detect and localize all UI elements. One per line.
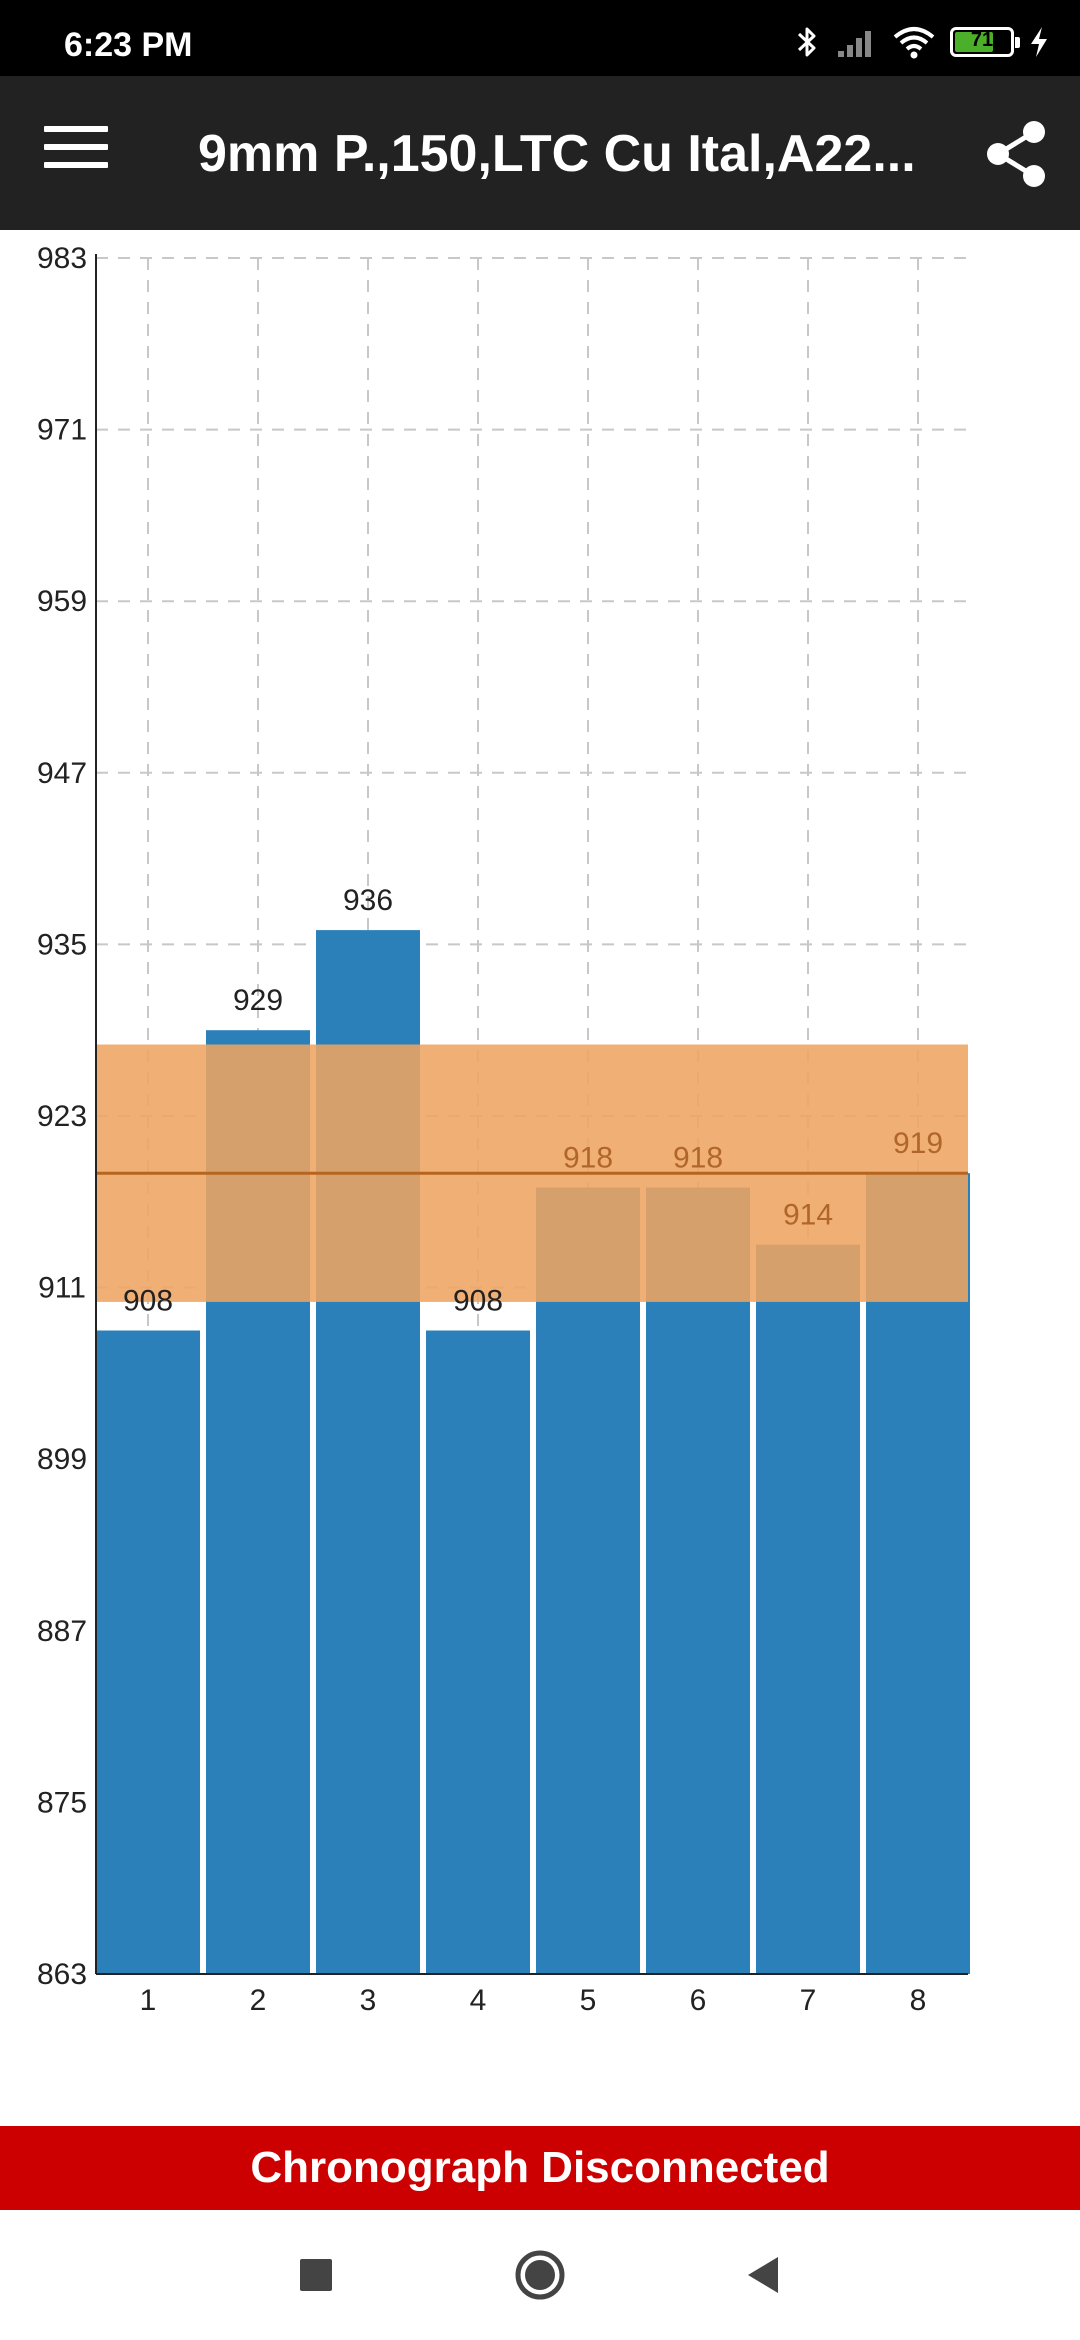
data-label-6: 918 — [673, 1142, 723, 1175]
page-title: 9mm P.,150,LTC Cu Ital,A22... — [198, 125, 916, 183]
charging-icon — [1031, 27, 1047, 57]
x-tick-label: 2 — [250, 1984, 267, 2017]
y-tick-label: 947 — [37, 757, 87, 790]
bar-5 — [536, 1187, 640, 1974]
battery-icon: 71 — [950, 27, 1020, 57]
data-label-7: 914 — [783, 1199, 833, 1232]
y-tick-label: 875 — [37, 1786, 87, 1819]
system-nav-bar — [0, 2210, 1080, 2340]
y-tick-label: 971 — [37, 414, 87, 447]
data-label-3: 936 — [343, 884, 393, 917]
battery-fill — [955, 32, 994, 52]
x-tick-label: 8 — [910, 1984, 927, 2017]
bluetooth-icon — [797, 27, 816, 57]
x-tick-label: 4 — [470, 1984, 487, 2017]
y-tick-label: 959 — [37, 585, 87, 618]
share-icon[interactable] — [980, 118, 1052, 190]
x-tick-label: 3 — [360, 1984, 377, 2017]
connection-status-banner: Chronograph Disconnected — [0, 2126, 1080, 2210]
signal-icon — [838, 31, 871, 57]
wifi-icon — [893, 27, 935, 59]
chart-svg: 9839719599479359239118998878758639089299… — [37, 242, 970, 2017]
bar-7 — [756, 1244, 860, 1974]
home-icon[interactable] — [510, 2245, 570, 2305]
bar-1 — [96, 1330, 200, 1974]
x-tick-label: 5 — [580, 1984, 597, 2017]
y-tick-label: 935 — [37, 928, 87, 961]
status-time: 6:23 PM — [64, 26, 193, 64]
status-bar: 6:23 PM 71 — [0, 0, 1080, 76]
y-tick-label: 983 — [37, 242, 87, 275]
y-tick-label: 923 — [37, 1100, 87, 1133]
y-tick-label: 911 — [38, 1272, 86, 1305]
status-icons: 71 — [792, 22, 1050, 62]
velocity-chart: 983 971 959 947 935 923 911 899 887 875 863 908 929 9… — [0, 230, 1080, 2050]
battery-level: 71 — [970, 29, 994, 51]
back-icon[interactable] — [734, 2245, 794, 2305]
bar-6 — [646, 1187, 750, 1974]
data-label-1: 908 — [123, 1285, 173, 1318]
x-tick-label: 6 — [690, 1984, 707, 2017]
y-tick-label: 887 — [37, 1615, 87, 1648]
x-tick-label: 1 — [140, 1984, 157, 2017]
x-tick-label: 7 — [800, 1984, 817, 2017]
data-label-2: 929 — [233, 984, 283, 1017]
data-label-8: 919 — [893, 1127, 943, 1160]
data-label-5: 918 — [563, 1142, 613, 1175]
hamburger-menu-icon[interactable] — [44, 126, 108, 180]
data-label-4: 908 — [453, 1285, 503, 1318]
app-bar: 9mm P.,150,LTC Cu Ital,A22... — [0, 76, 1080, 230]
y-tick-label: 863 — [37, 1958, 87, 1991]
bar-8 — [866, 1173, 970, 1974]
recent-apps-icon[interactable] — [286, 2245, 346, 2305]
bar-4 — [426, 1330, 530, 1974]
y-tick-label: 899 — [37, 1443, 87, 1476]
